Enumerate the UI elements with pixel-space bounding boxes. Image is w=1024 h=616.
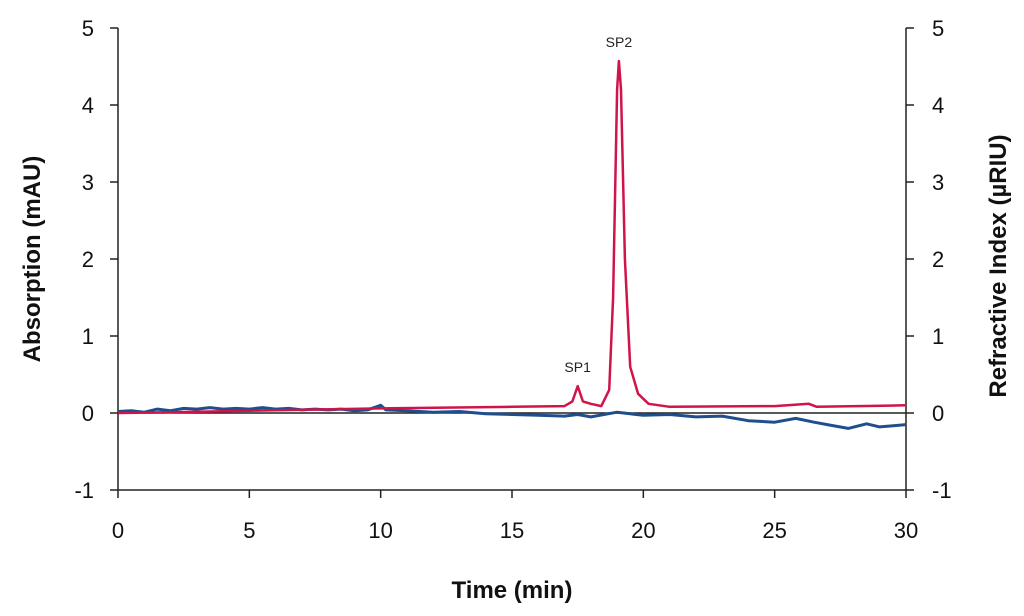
x-tick-label: 25 — [762, 518, 786, 543]
x-tick-label: 10 — [368, 518, 392, 543]
y-tick-label-left: 5 — [82, 16, 94, 41]
series-line-absorption — [117, 403, 907, 430]
y-tick-label-right: 5 — [932, 16, 944, 41]
y-tick-label-left: 4 — [82, 93, 94, 118]
x-tick-label: 30 — [894, 518, 918, 543]
peak-label-sp1: SP1 — [564, 359, 591, 375]
y-tick-label-left: 3 — [82, 170, 94, 195]
series-line-refractive-index — [117, 59, 907, 415]
peak-label-sp2: SP2 — [606, 34, 633, 50]
y-axis-label-left: Absorption (mAU) — [19, 156, 46, 363]
y-tick-label-right: -1 — [932, 478, 952, 503]
y-tick-label-right: 2 — [932, 247, 944, 272]
y-tick-label-right: 1 — [932, 324, 944, 349]
x-tick-label: 0 — [112, 518, 124, 543]
y-tick-label-left: 2 — [82, 247, 94, 272]
x-tick-label: 5 — [243, 518, 255, 543]
y-tick-label-left: 1 — [82, 324, 94, 349]
y-tick-label-right: 0 — [932, 401, 944, 426]
y-tick-label-left: -1 — [74, 478, 94, 503]
x-tick-label: 15 — [500, 518, 524, 543]
y-tick-label-left: 0 — [82, 401, 94, 426]
y-tick-label-right: 3 — [932, 170, 944, 195]
x-axis-label: Time (min) — [452, 577, 573, 604]
y-axis-label-right: Refractive Index (µRIU) — [985, 134, 1012, 397]
x-tick-label: 20 — [631, 518, 655, 543]
y-tick-label-right: 4 — [932, 93, 944, 118]
